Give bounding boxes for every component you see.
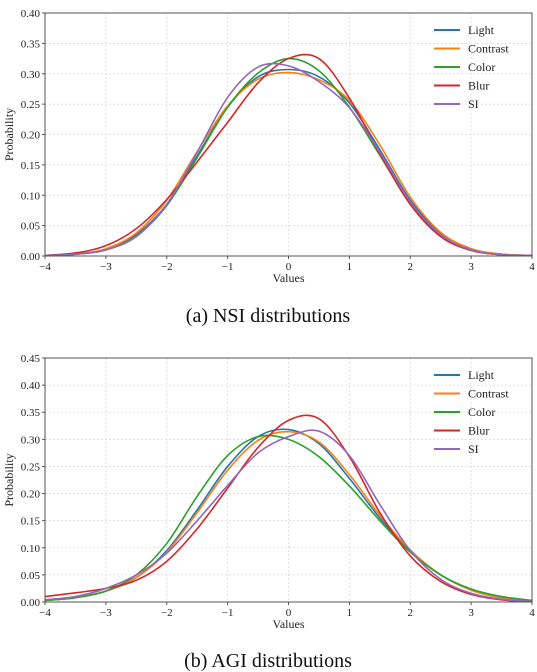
legend-label-contrast: Contrast: [468, 387, 509, 401]
series-line-si: [45, 429, 532, 602]
x-axis-title: Values: [273, 271, 305, 285]
x-tick-label: 3: [468, 607, 474, 619]
y-tick-label: 0.45: [21, 353, 41, 365]
y-tick-label: 0.30: [21, 69, 41, 81]
series-line-si: [45, 62, 532, 256]
y-tick-label: 0.00: [21, 251, 41, 263]
x-tick-label: 2: [408, 261, 414, 273]
caption-nsi-distributions: (a) NSI distributions: [186, 305, 351, 327]
series-group: [45, 414, 532, 602]
y-tick-label: 0.10: [21, 190, 41, 202]
x-tick-label: −2: [161, 261, 173, 273]
caption-agi-distributions: (b) AGI distributions: [184, 650, 352, 672]
legend-label-blur: Blur: [468, 79, 489, 93]
y-tick-label: 0.00: [21, 597, 41, 609]
y-axis-title: Probability: [2, 453, 16, 506]
legend-label-color: Color: [468, 60, 495, 74]
legend-label-light: Light: [468, 368, 495, 382]
x-tick-label: 4: [529, 261, 535, 273]
series-group: [45, 53, 532, 256]
y-tick-label: 0.25: [21, 99, 41, 111]
series-line-blur: [45, 53, 532, 256]
x-tick-label: −1: [222, 607, 234, 619]
x-tick-label: 4: [529, 607, 535, 619]
y-tick-label: 0.35: [21, 38, 41, 50]
x-tick-label: −3: [100, 607, 112, 619]
x-tick-label: −2: [161, 607, 173, 619]
x-axis-title: Values: [273, 617, 305, 631]
y-tick-label: 0.05: [21, 221, 41, 233]
series-line-blur: [45, 414, 532, 602]
x-tick-label: 1: [347, 607, 353, 619]
legend-label-si: SI: [468, 97, 479, 111]
y-tick-label: 0.05: [21, 570, 41, 582]
series-line-contrast: [45, 71, 532, 256]
y-tick-label: 0.15: [21, 160, 41, 172]
y-tick-label: 0.15: [21, 516, 41, 528]
legend-label-light: Light: [468, 23, 495, 37]
x-tick-label: −4: [39, 261, 51, 273]
y-axis-title: Probability: [2, 108, 16, 161]
x-tick-label: 3: [468, 261, 474, 273]
y-tick-label: 0.20: [21, 489, 41, 501]
x-tick-label: 1: [347, 261, 353, 273]
y-tick-label: 0.40: [21, 380, 41, 392]
legend-label-color: Color: [468, 405, 495, 419]
x-tick-label: 0: [286, 261, 292, 273]
x-tick-label: −3: [100, 261, 112, 273]
legend-label-si: SI: [468, 442, 479, 456]
chart-nsi-distributions: −4 −3 −2 −1 0 1 2 3 4 0.00 0.05 0.10 0.15 0.20 0.25 0.3…: [2, 8, 535, 285]
x-tick-label: −1: [222, 261, 234, 273]
chart-agi-distributions: −4 −3 −2 −1 0 1 2 3 4 0.00 0.05 0.10 0.15 0.20 0.25 0.3…: [2, 353, 535, 631]
x-tick-label: 0: [286, 607, 292, 619]
y-tick-label: 0.25: [21, 461, 41, 473]
series-line-color: [45, 434, 532, 602]
x-tick-label: −4: [39, 607, 51, 619]
y-tick-label: 0.35: [21, 407, 41, 419]
y-tick-label: 0.30: [21, 434, 41, 446]
legend-label-contrast: Contrast: [468, 42, 509, 56]
x-tick-label: 2: [408, 607, 414, 619]
y-tick-label: 0.20: [21, 130, 41, 142]
legend-label-blur: Blur: [468, 424, 489, 438]
y-tick-label: 0.40: [21, 8, 41, 20]
y-tick-label: 0.10: [21, 543, 41, 555]
